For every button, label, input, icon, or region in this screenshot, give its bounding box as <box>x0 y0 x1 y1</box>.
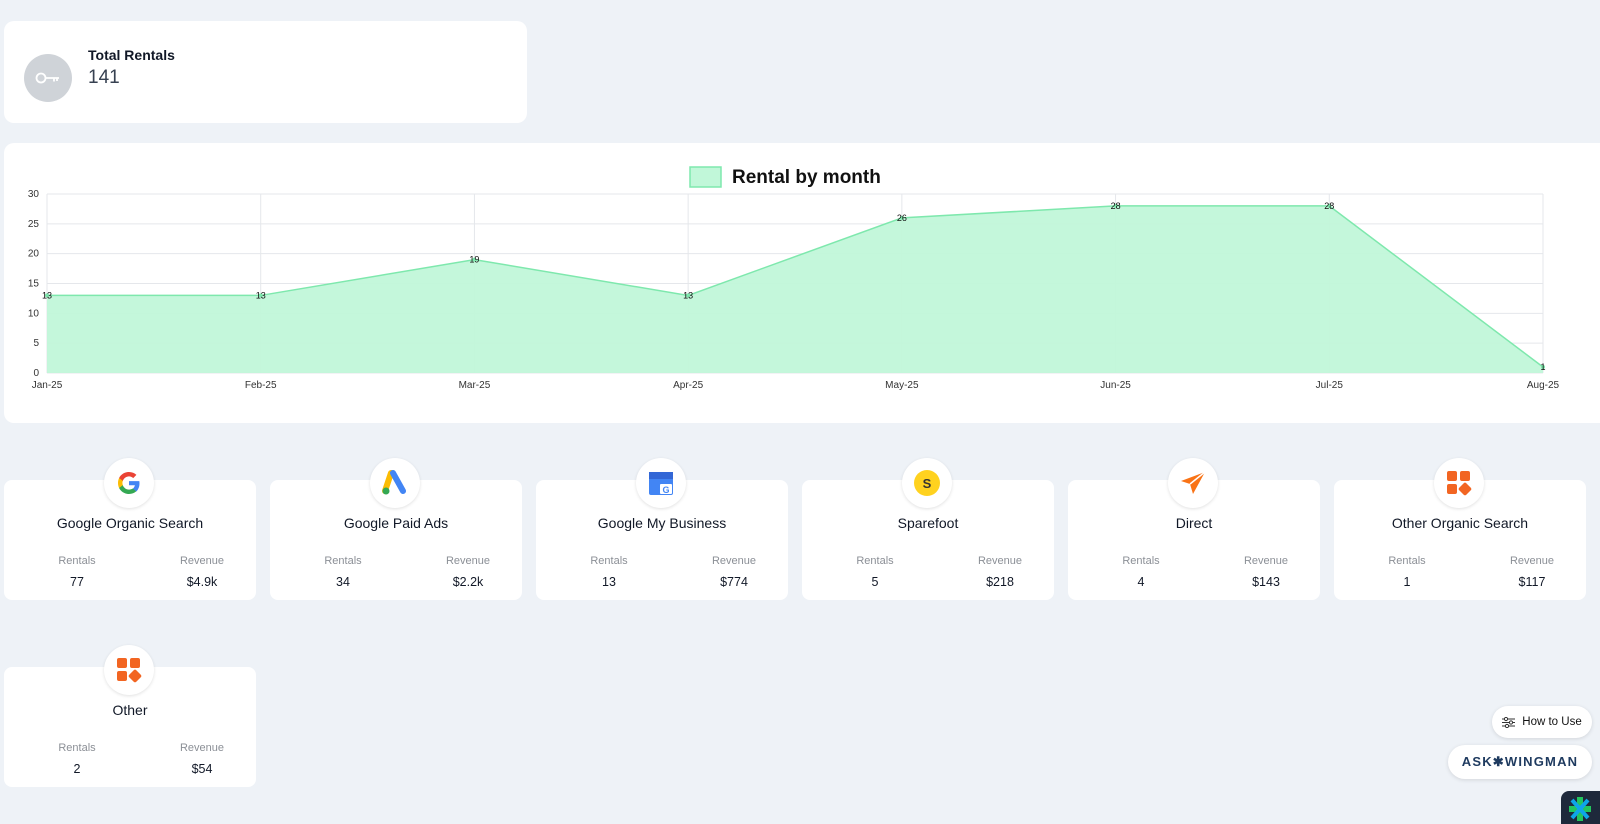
rentals-label: Rentals <box>1388 555 1426 567</box>
rentals-label: Rentals <box>58 555 96 567</box>
y-tick-label: 5 <box>33 338 39 349</box>
source-name: Sparefoot <box>897 515 959 531</box>
y-tick-label: 20 <box>28 249 40 260</box>
data-label: 26 <box>897 213 907 223</box>
data-point <box>686 293 691 298</box>
source-name: Direct <box>1175 515 1213 531</box>
revenue-label: Revenue <box>445 555 491 567</box>
apps-grid-icon <box>1434 458 1484 508</box>
svg-text:S: S <box>923 476 932 491</box>
rentals-value: 34 <box>336 575 350 589</box>
data-point <box>1113 203 1118 208</box>
revenue-value: $774 <box>720 575 748 589</box>
svg-text:G: G <box>662 485 669 495</box>
how-to-use-button[interactable]: How to Use <box>1492 706 1592 738</box>
rentals-label: Rentals <box>324 555 362 567</box>
sparefoot-icon: S <box>902 458 952 508</box>
total-rentals-value: 141 <box>88 67 120 88</box>
x-tick-label: Apr-25 <box>673 380 703 391</box>
google-my-business-icon: G <box>636 458 686 508</box>
revenue-value: $4.9k <box>186 575 218 589</box>
rental-by-month-chart: Rental by month 0 5 10 15 20 25 30 Jan-25 Feb-25 M… <box>4 143 1600 423</box>
wingman-logo-icon[interactable] <box>1561 791 1600 824</box>
x-tick-label: Jan-25 <box>32 380 63 391</box>
data-point <box>472 257 477 262</box>
chart-svg: Rental by month 0 5 10 15 20 25 30 Jan-25 Feb-25 M… <box>28 166 1560 391</box>
y-tick-label: 10 <box>28 308 40 319</box>
revenue-label: Revenue <box>1243 555 1289 567</box>
source-card[interactable]: S Sparefoot Rentals Revenue 5 $218 <box>802 458 1054 603</box>
data-point <box>258 293 263 298</box>
revenue-label: Revenue <box>179 555 225 567</box>
rentals-value: 5 <box>871 575 879 589</box>
source-card[interactable]: Direct Rentals Revenue 4 $143 <box>1068 458 1320 603</box>
revenue-label: Revenue <box>179 742 225 754</box>
revenue-label: Revenue <box>711 555 757 567</box>
sliders-icon <box>1502 716 1516 728</box>
revenue-value: $2.2k <box>452 575 484 589</box>
x-tick-label: Jul-25 <box>1316 380 1344 391</box>
series-area <box>47 205 1543 373</box>
source-name: Google Paid Ads <box>343 515 449 531</box>
x-tick-label: May-25 <box>885 380 919 391</box>
rentals-label: Rentals <box>58 742 96 754</box>
rentals-value: 77 <box>70 575 84 589</box>
data-label: 19 <box>469 255 479 265</box>
rentals-value: 4 <box>1137 575 1145 589</box>
revenue-label: Revenue <box>977 555 1023 567</box>
x-tick-label: Aug-25 <box>1527 380 1560 391</box>
paper-plane-icon <box>1168 458 1218 508</box>
source-name: Other Organic Search <box>1391 515 1529 531</box>
apps-grid-icon <box>104 645 154 695</box>
y-tick-label: 15 <box>28 279 40 290</box>
data-point <box>899 215 904 220</box>
source-card[interactable]: Google Organic Search Rentals Revenue 77… <box>4 458 256 603</box>
rentals-value: 2 <box>73 762 81 776</box>
rentals-label: Rentals <box>590 555 628 567</box>
source-card[interactable]: G Google My Business Rentals Revenue 13 … <box>536 458 788 603</box>
data-point <box>1541 365 1545 370</box>
rentals-label: Rentals <box>856 555 894 567</box>
rentals-label: Rentals <box>1122 555 1160 567</box>
source-card[interactable]: Other Organic Search Rentals Revenue 1 $… <box>1334 458 1586 603</box>
revenue-value: $54 <box>191 762 213 776</box>
data-label: 13 <box>683 290 693 300</box>
x-tick-label: Mar-25 <box>459 380 491 391</box>
data-label: 13 <box>42 290 52 300</box>
x-tick-label: Feb-25 <box>245 380 277 391</box>
source-card[interactable]: Google Paid Ads Rentals Revenue 34 $2.2k <box>270 458 522 603</box>
key-icon <box>24 54 72 102</box>
y-tick-label: 0 <box>33 368 39 379</box>
data-label: 1 <box>1540 362 1545 372</box>
y-tick-label: 30 <box>28 189 40 200</box>
series-line <box>47 205 1544 368</box>
data-point <box>45 293 49 298</box>
source-name: Google My Business <box>597 515 727 531</box>
total-rentals-card: Total Rentals 141 <box>4 21 527 123</box>
legend-label: Rental by month <box>732 167 881 188</box>
source-card[interactable]: Other Rentals Revenue 2 $54 <box>4 645 256 790</box>
revenue-value: $117 <box>1518 575 1546 589</box>
rentals-value: 1 <box>1403 575 1411 589</box>
data-point <box>1327 203 1332 208</box>
data-label: 28 <box>1324 201 1334 211</box>
x-tick-label: Jun-25 <box>1100 380 1131 391</box>
data-label: 28 <box>1111 201 1121 211</box>
y-tick-label: 25 <box>28 219 40 230</box>
revenue-value: $143 <box>1252 575 1280 589</box>
data-label: 13 <box>256 290 266 300</box>
total-rentals-label: Total Rentals <box>88 47 175 63</box>
rentals-value: 13 <box>602 575 616 589</box>
how-to-use-label: How to Use <box>1522 716 1582 728</box>
google-ads-icon <box>370 458 420 508</box>
source-name: Google Organic Search <box>56 515 204 531</box>
revenue-value: $218 <box>986 575 1014 589</box>
legend-swatch <box>689 166 722 188</box>
revenue-label: Revenue <box>1509 555 1555 567</box>
source-name: Other <box>112 702 148 718</box>
google-icon <box>104 458 154 508</box>
ask-wingman-label: ASK✱WINGMAN <box>1461 754 1579 769</box>
ask-wingman-button[interactable]: ASK✱WINGMAN <box>1448 745 1592 779</box>
